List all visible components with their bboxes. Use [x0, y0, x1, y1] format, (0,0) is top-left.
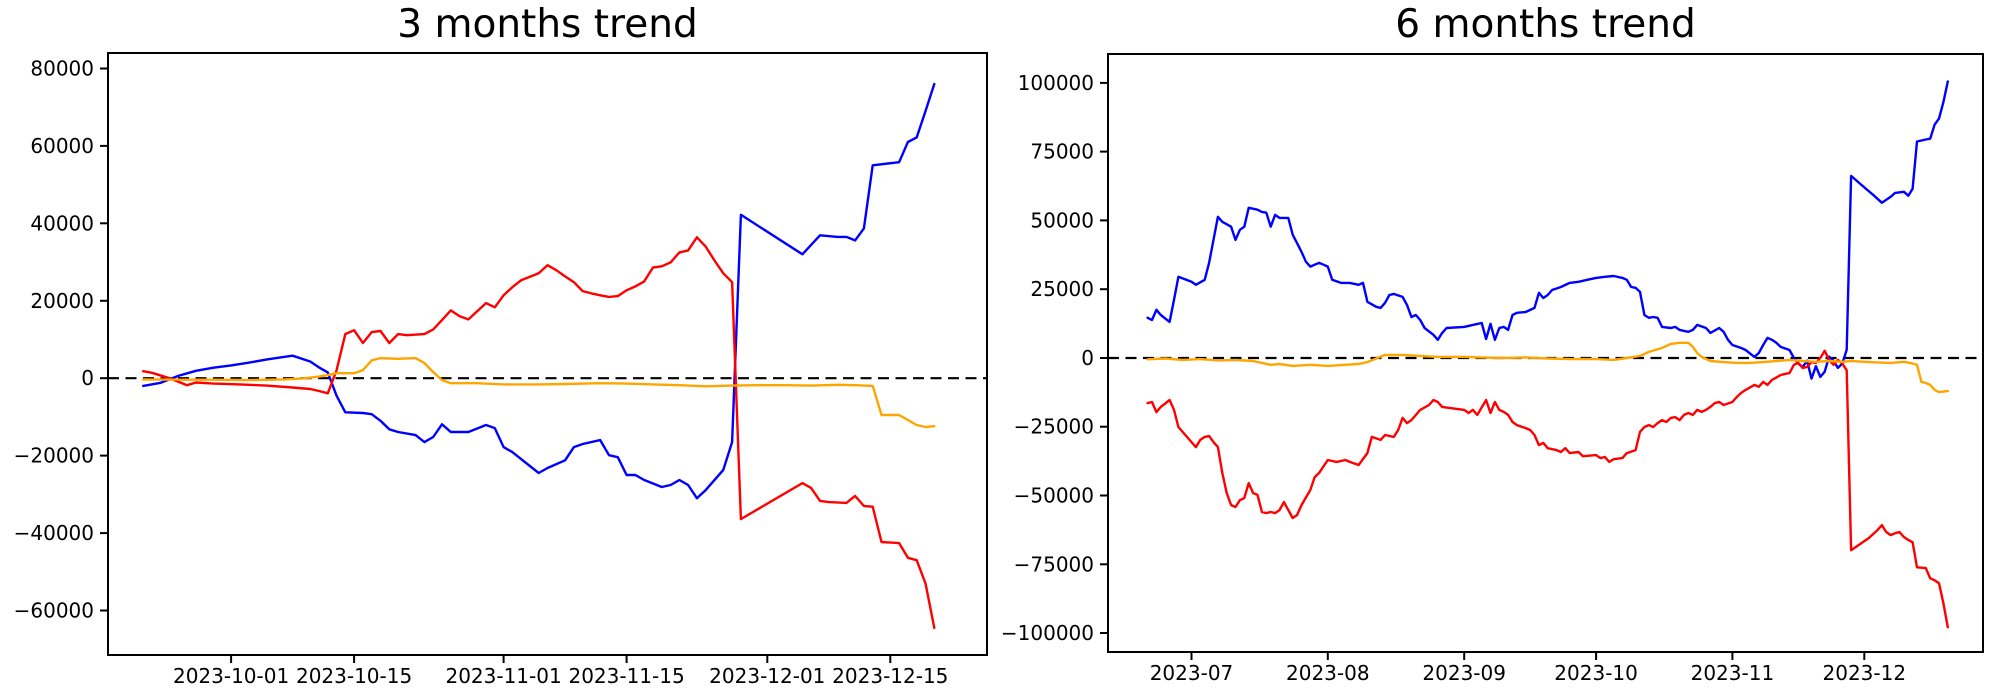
- x-tick-label: 2023-10: [1554, 661, 1638, 685]
- y-tick-label: −20000: [14, 444, 94, 468]
- y-tick-label: 0: [81, 366, 94, 390]
- y-tick-label: 20000: [30, 289, 94, 313]
- x-tick-label: 2023-10-01: [173, 664, 289, 688]
- series-line-orange: [1146, 341, 1949, 394]
- y-tick-label: 60000: [30, 134, 94, 158]
- x-tick-label: 2023-10-15: [296, 664, 412, 688]
- series-line-red: [141, 236, 936, 630]
- x-tick-label: 2023-08: [1286, 661, 1370, 685]
- x-tick-label: 2023-12-01: [709, 664, 825, 688]
- chart-title-6-months: 6 months trend: [1395, 2, 1696, 47]
- y-tick-label: −50000: [1014, 484, 1094, 508]
- series-line-red: [1146, 349, 1949, 629]
- x-tick-label: 2023-07: [1150, 661, 1234, 685]
- plot-border: [107, 52, 988, 656]
- y-tick-label: −75000: [1014, 552, 1094, 576]
- plot-border: [1107, 53, 1984, 653]
- chart-title-3-months: 3 months trend: [397, 2, 698, 47]
- y-tick-label: 25000: [1030, 277, 1094, 301]
- y-tick-label: 40000: [30, 211, 94, 235]
- x-tick-label: 2023-12: [1823, 661, 1907, 685]
- y-tick-label: 100000: [1018, 71, 1094, 95]
- x-tick-label: 2023-11-15: [568, 664, 684, 688]
- plot-area-3-months: 80000 60000 40000 20000 0 −20000 −40000 −60000 2…: [14, 52, 988, 688]
- y-tick-label: −100000: [1001, 621, 1094, 645]
- series-line-orange: [141, 356, 936, 429]
- y-tick-label: −60000: [14, 599, 94, 623]
- y-tick-label: 50000: [1030, 208, 1094, 232]
- x-tick-label: 2023-11-01: [445, 664, 561, 688]
- y-tick-label: 75000: [1030, 140, 1094, 164]
- plot-area-6-months: 100000 75000 50000 25000 0 −25000 −50000 −75000…: [1001, 53, 1984, 685]
- y-tick-label: 80000: [30, 57, 94, 81]
- series-line-blue: [141, 82, 936, 500]
- y-tick-label: 0: [1081, 346, 1094, 370]
- y-tick-label: −25000: [1014, 415, 1094, 439]
- x-tick-label: 2023-12-15: [832, 664, 948, 688]
- y-tick-label: −40000: [14, 521, 94, 545]
- chart-6-months-trend: 6 months trend 100000 75000 50000 25000 0 −25…: [1000, 0, 2000, 700]
- x-tick-label: 2023-09: [1422, 661, 1506, 685]
- series-line-blue: [1146, 80, 1949, 380]
- x-tick-label: 2023-11: [1691, 661, 1775, 685]
- chart-3-months-trend: 3 months trend 80000 60000 40000 20000 0 −200…: [14, 2, 988, 688]
